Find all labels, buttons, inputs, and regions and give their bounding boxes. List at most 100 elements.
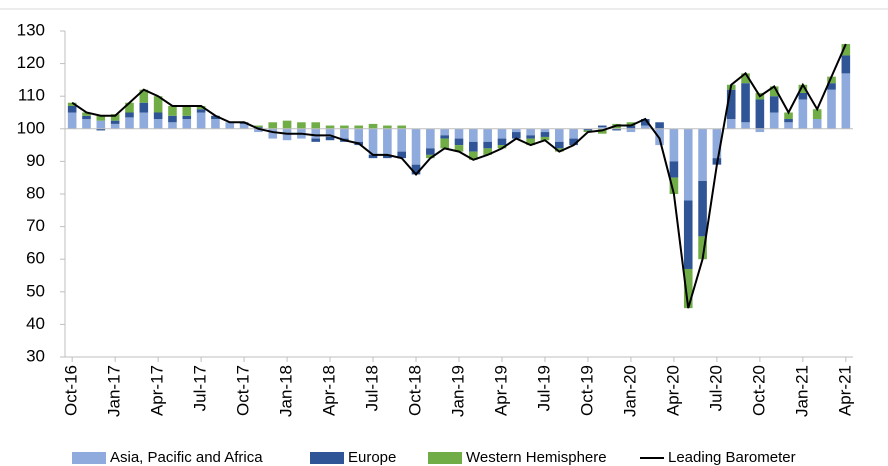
bar-segment (841, 44, 851, 56)
bar-segment (827, 89, 836, 129)
legend-label: Europe (348, 449, 396, 466)
bar-segment (196, 112, 206, 129)
bar-segment (454, 145, 464, 152)
bar-segment (411, 128, 421, 165)
x-tick-label: Jan-18 (277, 365, 296, 417)
bar-segment (597, 127, 607, 129)
bar-segment (340, 128, 349, 139)
x-tick-label: Jan-17 (105, 365, 124, 417)
bar-segment (812, 119, 822, 129)
bar-segment (554, 141, 564, 149)
bar-segment (497, 128, 507, 139)
bar-segment (698, 180, 707, 237)
bar-segment (769, 96, 779, 113)
bar-segment (512, 132, 521, 139)
x-tick-label: Oct-17 (234, 365, 253, 416)
bar-segment (368, 128, 378, 155)
bar-segment (440, 128, 449, 136)
bar-segment (798, 99, 808, 129)
bar-segment (755, 128, 765, 133)
bar-segment (196, 109, 206, 113)
bar-segment (726, 119, 736, 129)
x-tick-label: Jan-21 (792, 365, 811, 417)
x-tick-label: Oct-19 (577, 365, 596, 416)
bar-segment (454, 128, 464, 139)
bar-segment (153, 96, 163, 113)
x-tick-label: Apr-21 (835, 365, 854, 416)
bar-segment (798, 92, 808, 100)
bar-segment (354, 128, 364, 142)
x-tick-label: Apr-18 (320, 365, 339, 416)
y-tick-label: 30 (26, 346, 45, 365)
x-tick-label: Jul-19 (534, 365, 553, 411)
bar-segment (383, 154, 392, 159)
legend-label: Asia, Pacific and Africa (110, 449, 263, 466)
bar-segment (669, 128, 679, 162)
bar-segment (168, 122, 177, 129)
bar-segment (554, 148, 564, 152)
bar-segment (110, 114, 120, 121)
bar-segment (311, 138, 321, 142)
bar-segment (211, 119, 220, 129)
bar-segment (741, 122, 750, 129)
y-tick-label: 100 (17, 118, 45, 137)
bar-segment (741, 83, 750, 123)
bar-segment (612, 128, 621, 131)
y-tick-label: 50 (26, 281, 45, 300)
bar-segment (325, 136, 335, 141)
legend-swatch (72, 452, 106, 464)
bar-segment (526, 128, 535, 136)
legend-swatch (310, 452, 344, 464)
bar-segment (583, 128, 593, 131)
bar-segment (626, 128, 636, 133)
x-tick-label: Oct-18 (406, 365, 425, 416)
legend-label: Leading Barometer (668, 449, 796, 466)
x-tick-label: Apr-20 (663, 365, 682, 416)
bar-segment (96, 128, 106, 131)
bar-segment (440, 138, 449, 149)
bar-segment (426, 148, 435, 155)
bar-segment (325, 125, 335, 129)
x-tick-label: Oct-16 (62, 365, 81, 416)
bar-segment (640, 119, 650, 126)
bar-segment (798, 84, 808, 93)
bar-segment (297, 122, 306, 129)
legend-label: Western Hemisphere (466, 449, 607, 466)
bar-segment (469, 151, 478, 160)
bar-segment (397, 128, 406, 152)
bar-segment (153, 112, 163, 120)
bar-segment (784, 119, 793, 123)
bar-segment (139, 102, 149, 113)
bar-segment (597, 125, 607, 128)
legend-swatch (428, 452, 462, 464)
bar-segment (683, 200, 693, 269)
y-tick-label: 110 (18, 86, 45, 105)
bar-segment (812, 109, 822, 120)
bar-segment (769, 112, 779, 129)
bar-segment (168, 105, 177, 116)
bar-segment (153, 119, 163, 129)
bar-segment (96, 115, 106, 121)
bar-segment (82, 119, 91, 129)
y-tick-label: 120 (17, 53, 45, 72)
bar-segment (282, 120, 292, 129)
bar-segment (526, 138, 535, 146)
x-tick-label: Apr-17 (148, 365, 167, 416)
bar-segment (254, 128, 263, 133)
bar-segment (569, 128, 578, 139)
bar-segment (196, 105, 206, 110)
bar-segment (82, 112, 91, 116)
bar-segment (784, 122, 793, 129)
bar-segment (483, 128, 492, 142)
bar-segment (368, 123, 378, 129)
bar-segment (311, 122, 321, 129)
bar-segment (540, 128, 550, 133)
bar-segment (640, 125, 650, 129)
bar-segment (397, 125, 406, 129)
bar-segment (354, 125, 364, 129)
bar-segment (340, 125, 349, 129)
bar-segment (168, 115, 177, 123)
bar-segment (483, 148, 492, 155)
bar-segment (540, 136, 550, 141)
bar-segment (311, 128, 321, 139)
